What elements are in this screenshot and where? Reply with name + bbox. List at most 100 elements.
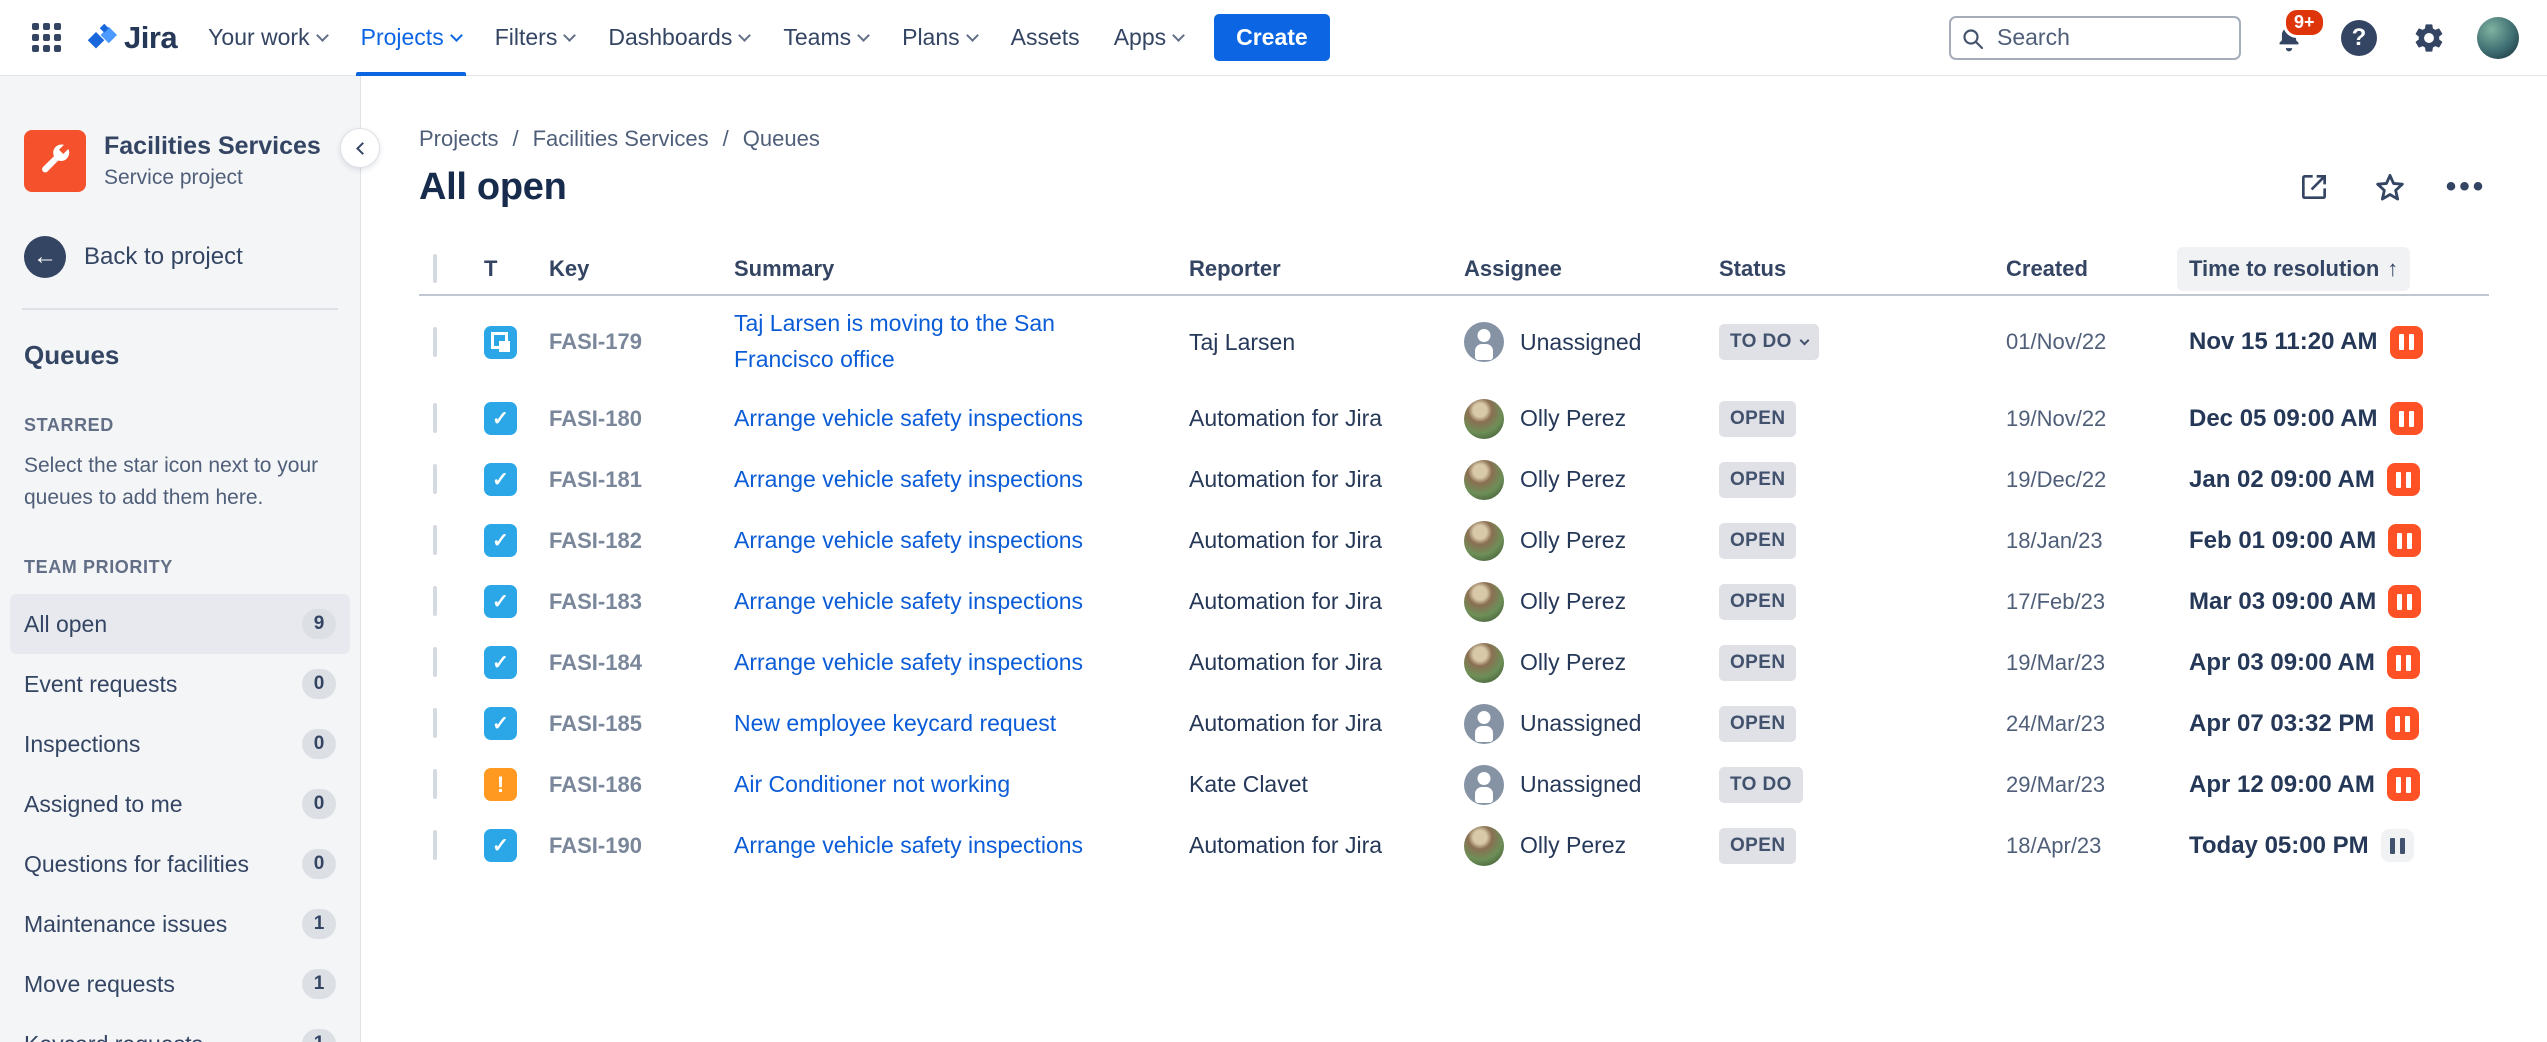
issue-summary-link[interactable]: Air Conditioner not working [734, 770, 1011, 797]
sorted-column-button[interactable]: Time to resolution ↑ [2177, 247, 2411, 291]
assignee-cell: Olly Perez [1464, 825, 1719, 866]
collapse-sidebar-button[interactable] [340, 128, 380, 168]
col-key[interactable]: Key [549, 256, 590, 281]
row-status-cell: OPEN [1719, 705, 2006, 742]
row-checkbox[interactable] [433, 403, 437, 433]
row-checkbox[interactable] [433, 586, 437, 616]
row-summary-cell: Arrange vehicle safety inspections [734, 523, 1189, 559]
project-header: Facilities Services Service project [24, 130, 336, 192]
project-title-block: Facilities Services Service project [104, 132, 321, 190]
issue-key: FASI-180 [549, 405, 642, 431]
nav-item[interactable]: Dashboards [591, 0, 766, 76]
created-date: 19/Mar/23 [2006, 649, 2106, 675]
status-dropdown[interactable]: OPEN [1719, 400, 1797, 437]
row-type-cell: ✓ [484, 829, 549, 862]
help-button[interactable]: ? [2337, 16, 2381, 60]
sidebar-queue-item[interactable]: Event requests 0 [10, 654, 350, 714]
status-dropdown[interactable]: OPEN [1719, 461, 1797, 498]
breadcrumb: Projects / Facilities Services / Queues [419, 126, 2507, 152]
gear-icon [2415, 23, 2443, 52]
nav-item-label: Projects [360, 24, 444, 50]
row-checkbox-cell [419, 326, 484, 357]
col-status[interactable]: Status [1719, 256, 1787, 281]
back-to-project[interactable]: ← Back to project [24, 236, 336, 278]
sidebar-queue-item[interactable]: Questions for facilities 0 [10, 834, 350, 894]
created-date: 29/Mar/23 [2006, 771, 2106, 797]
issue-summary-link[interactable]: Arrange vehicle safety inspections [734, 404, 1084, 431]
nav-item[interactable]: Projects [344, 0, 478, 76]
search-input[interactable] [1949, 15, 2241, 60]
jira-logo[interactable]: Jira [78, 20, 191, 56]
row-checkbox[interactable] [433, 708, 437, 738]
row-checkbox[interactable] [433, 326, 437, 357]
export-button[interactable] [2291, 164, 2337, 210]
user-avatar[interactable] [2477, 16, 2519, 59]
status-dropdown[interactable]: OPEN [1719, 583, 1797, 620]
sidebar-queue-item[interactable]: Keycard requests 1 [10, 1014, 350, 1042]
jira-logo-mark [87, 23, 117, 48]
nav-item[interactable]: Apps [1097, 0, 1200, 76]
row-checkbox[interactable] [433, 647, 437, 677]
status-dropdown[interactable]: OPEN [1719, 827, 1797, 864]
assignee-cell: Olly Perez [1464, 398, 1719, 439]
more-actions-button[interactable]: ••• [2443, 164, 2489, 210]
nav-item[interactable]: Your work [191, 0, 343, 76]
settings-button[interactable] [2407, 16, 2451, 60]
issue-summary-link[interactable]: Arrange vehicle safety inspections [734, 648, 1084, 675]
col-summary[interactable]: Summary [734, 256, 835, 281]
nav-right-group: 9+ ? [1949, 6, 2519, 60]
assignee-cell: Unassigned [1464, 703, 1719, 744]
col-type[interactable]: T [484, 256, 498, 281]
create-button[interactable]: Create [1214, 14, 1330, 61]
nav-item[interactable]: Plans [885, 0, 994, 76]
breadcrumb-project-name[interactable]: Facilities Services [532, 126, 709, 151]
row-checkbox[interactable] [433, 525, 437, 555]
sla-paused-icon [2386, 463, 2420, 496]
row-summary-cell: Arrange vehicle safety inspections [734, 584, 1189, 620]
sidebar-queue-item[interactable]: Move requests 1 [10, 954, 350, 1014]
col-assignee[interactable]: Assignee [1464, 256, 1562, 281]
issue-summary-link[interactable]: Arrange vehicle safety inspections [734, 831, 1084, 858]
sidebar-queue-item[interactable]: Maintenance issues 1 [10, 894, 350, 954]
status-label: TO DO [1730, 331, 1792, 352]
status-dropdown[interactable]: OPEN [1719, 705, 1797, 742]
col-created[interactable]: Created [2006, 256, 2088, 281]
queue-table: T Key Summary Reporter Assignee Status C… [419, 244, 2489, 876]
issue-summary-link[interactable]: Taj Larsen is moving to the San Francisc… [734, 310, 1055, 372]
assignee-cell: Olly Perez [1464, 520, 1719, 561]
row-checkbox[interactable] [433, 830, 437, 860]
row-checkbox[interactable] [433, 464, 437, 494]
status-dropdown[interactable]: TO DO [1719, 324, 1819, 360]
issue-summary-link[interactable]: Arrange vehicle safety inspections [734, 526, 1084, 553]
issue-summary-link[interactable]: New employee keycard request [734, 709, 1057, 736]
breadcrumb-projects[interactable]: Projects [419, 126, 499, 151]
assignee-avatar [1464, 459, 1504, 500]
favorite-button[interactable] [2367, 164, 2413, 210]
nav-item[interactable]: Assets [994, 0, 1097, 76]
sidebar-queue-item[interactable]: Assigned to me 0 [10, 774, 350, 834]
issue-key: FASI-190 [549, 832, 642, 858]
issue-summary-link[interactable]: Arrange vehicle safety inspections [734, 587, 1084, 614]
chevron-down-icon [857, 29, 870, 42]
breadcrumb-queues[interactable]: Queues [742, 126, 820, 151]
status-dropdown[interactable]: OPEN [1719, 522, 1797, 559]
row-status-cell: TO DO [1719, 324, 2006, 360]
nav-item-label: Dashboards [608, 24, 733, 50]
assignee-name: Unassigned [1520, 771, 1642, 797]
row-summary-cell: Arrange vehicle safety inspections [734, 828, 1189, 864]
nav-item[interactable]: Teams [766, 0, 885, 76]
select-all-checkbox[interactable] [433, 254, 437, 283]
status-dropdown[interactable]: TO DO [1719, 766, 1803, 803]
app-switcher-icon[interactable] [24, 16, 68, 60]
col-reporter[interactable]: Reporter [1189, 256, 1281, 281]
sidebar-queue-item[interactable]: All open 9 [10, 594, 350, 654]
row-checkbox[interactable] [433, 769, 437, 799]
status-dropdown[interactable]: OPEN [1719, 644, 1797, 681]
sidebar-queue-item[interactable]: Inspections 0 [10, 714, 350, 774]
queue-count-badge: 1 [302, 969, 336, 999]
issue-summary-link[interactable]: Arrange vehicle safety inspections [734, 465, 1084, 492]
assignee-name: Olly Perez [1520, 649, 1627, 675]
nav-item[interactable]: Filters [478, 0, 592, 76]
notifications-button[interactable]: 9+ [2267, 6, 2326, 60]
status-label: OPEN [1730, 407, 1786, 429]
